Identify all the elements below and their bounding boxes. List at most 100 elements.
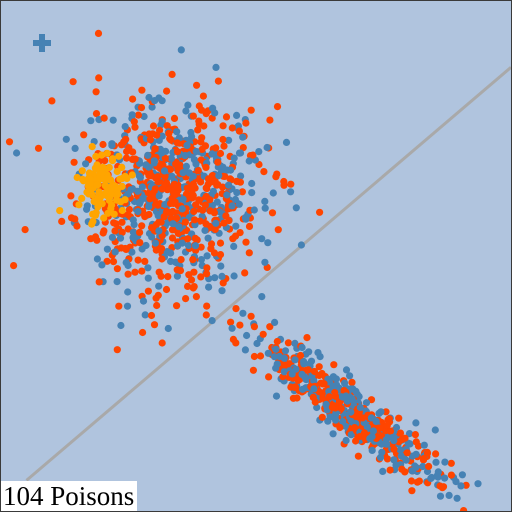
point-class-b [300, 360, 308, 368]
point-class-a [352, 413, 360, 421]
point-class-a [214, 77, 222, 85]
point-class-b [116, 234, 125, 242]
point-class-b [145, 93, 153, 102]
point-class-a [325, 393, 333, 401]
point-class-b [82, 160, 90, 168]
point-class-a [122, 135, 130, 143]
point-class-a [245, 249, 253, 257]
poison-point [103, 149, 111, 157]
point-class-b [155, 94, 163, 102]
point-class-a [124, 225, 132, 233]
point-class-a [425, 462, 433, 470]
point-class-a [398, 465, 406, 473]
point-class-b [248, 189, 256, 197]
point-class-b [223, 191, 231, 199]
point-class-a [239, 144, 247, 152]
point-class-a [229, 235, 237, 243]
poison-point [75, 201, 83, 209]
point-class-b [264, 349, 272, 357]
point-class-b [241, 346, 249, 354]
point-class-b [71, 144, 79, 152]
point-class-a [101, 157, 109, 165]
point-class-b [62, 135, 70, 143]
point-class-b [233, 111, 241, 119]
point-class-a [420, 455, 428, 463]
poison-point [93, 165, 101, 173]
point-class-b [148, 233, 156, 241]
point-class-b [191, 242, 200, 250]
point-class-a [411, 431, 419, 439]
point-class-a [376, 424, 384, 432]
point-class-b [236, 149, 245, 157]
point-class-b [230, 272, 238, 280]
poison-point [92, 152, 100, 161]
point-class-a [150, 321, 159, 329]
point-class-a [412, 438, 420, 446]
poison-point [85, 169, 93, 177]
point-class-a [124, 211, 132, 219]
add-point-tool[interactable] [33, 34, 51, 52]
point-class-a [130, 118, 138, 126]
point-class-a [249, 366, 257, 374]
point-class-b [269, 189, 277, 197]
point-class-a [291, 383, 299, 391]
point-class-b [405, 430, 414, 438]
poison-point [83, 188, 91, 196]
point-class-b [420, 441, 428, 449]
point-class-b [184, 241, 193, 249]
point-class-a [328, 403, 336, 411]
point-class-b [109, 116, 117, 124]
point-class-b [179, 169, 187, 177]
point-class-a [331, 389, 339, 397]
point-class-a [170, 114, 179, 122]
point-class-b [83, 202, 91, 210]
point-class-a [169, 199, 178, 207]
point-class-b [218, 287, 226, 295]
point-class-a [265, 373, 273, 381]
point-class-b [292, 204, 300, 212]
point-class-a [138, 267, 146, 275]
poison-point [78, 194, 86, 202]
point-class-b [332, 375, 340, 383]
point-class-b [128, 111, 136, 119]
poison-point [100, 214, 108, 222]
point-class-a [111, 227, 119, 235]
point-class-a [141, 257, 149, 265]
point-class-a [69, 78, 77, 86]
point-class-b [275, 352, 283, 361]
point-class-b [368, 432, 376, 441]
point-class-b [329, 383, 337, 391]
point-class-b [412, 463, 420, 471]
point-class-a [157, 161, 165, 169]
point-class-a [80, 131, 88, 139]
point-class-b [239, 133, 247, 141]
point-class-b [272, 364, 280, 372]
point-class-b [211, 274, 219, 282]
point-class-a [141, 211, 149, 219]
point-class-a [203, 270, 211, 278]
poison-point [88, 191, 96, 199]
point-class-b [192, 160, 200, 168]
point-class-b [291, 356, 299, 364]
point-class-a [103, 257, 111, 265]
point-class-b [218, 272, 226, 280]
plus-icon-vertical[interactable] [39, 34, 45, 52]
point-class-b [175, 223, 183, 231]
point-class-b [150, 157, 158, 165]
point-class-b [182, 107, 190, 115]
point-class-a [168, 226, 177, 234]
point-class-a [460, 507, 468, 511]
point-class-b [136, 198, 144, 206]
point-class-a [182, 295, 190, 303]
point-class-b [329, 430, 337, 438]
point-class-a [100, 114, 108, 122]
point-class-a [229, 335, 237, 343]
poison-point [56, 207, 64, 215]
point-class-a [211, 225, 219, 233]
poison-point [115, 152, 123, 160]
point-class-a [189, 112, 197, 120]
decision-boundary-layer [25, 66, 511, 482]
point-class-b [397, 452, 405, 460]
